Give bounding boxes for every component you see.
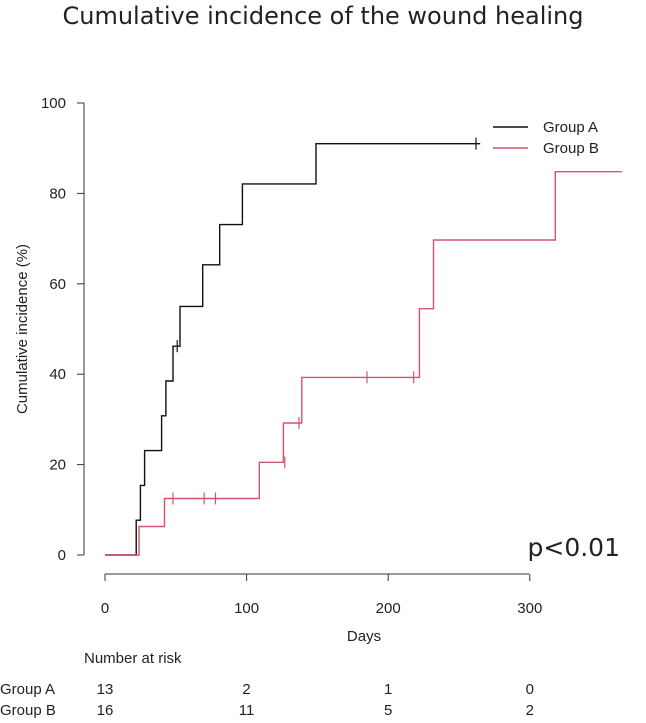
risk-value: 0 (526, 681, 534, 698)
x-axis-label: Days (347, 628, 381, 645)
y-tick-label: 20 (49, 457, 66, 474)
y-ticks: 0 20 40 60 80 100 (41, 95, 84, 564)
risk-value: 11 (239, 702, 255, 719)
risk-value: 2 (526, 702, 534, 719)
risk-value: 16 (97, 702, 114, 719)
y-axis: 0 20 40 60 80 100 Cumulative incidence (%) (14, 95, 85, 564)
legend-label-group-b: Group B (543, 140, 599, 157)
risk-value: 1 (384, 681, 392, 698)
legend-label-group-a: Group A (543, 119, 598, 136)
x-tick-label: 0 (101, 600, 109, 617)
y-tick-label: 60 (49, 276, 66, 293)
risk-row-label: Group B (0, 702, 56, 719)
x-tick-label: 100 (234, 600, 259, 617)
x-tick-label: 300 (517, 600, 542, 617)
series-group (105, 137, 622, 556)
risk-value: 13 (97, 681, 114, 698)
chart-title: Cumulative incidence of the wound healin… (63, 2, 584, 30)
series-line-group-a (105, 142, 481, 556)
risk-value: 5 (384, 702, 392, 719)
y-axis-label: Cumulative incidence (%) (14, 244, 31, 414)
legend: Group A Group B (493, 119, 599, 157)
series-line-group-b (105, 170, 622, 556)
risk-row-label: Group A (0, 681, 55, 698)
risk-table-title: Number at risk (84, 650, 182, 667)
p-value-annotation: p<0.01 (528, 533, 620, 562)
x-axis: 0 100 200 300 Days (101, 573, 542, 645)
risk-table: Number at risk Group A 13 2 1 0 Group B 16 11 5 2 (0, 650, 534, 719)
y-tick-label: 0 (58, 547, 66, 564)
y-tick-label: 80 (49, 185, 66, 202)
y-tick-label: 100 (41, 95, 66, 112)
x-tick-label: 200 (376, 600, 401, 617)
risk-value: 2 (242, 681, 250, 698)
x-ticks: 0 100 200 300 (101, 574, 542, 617)
y-tick-label: 40 (49, 366, 66, 383)
risk-table-rows: Group A 13 2 1 0 Group B 16 11 5 2 (0, 681, 534, 719)
